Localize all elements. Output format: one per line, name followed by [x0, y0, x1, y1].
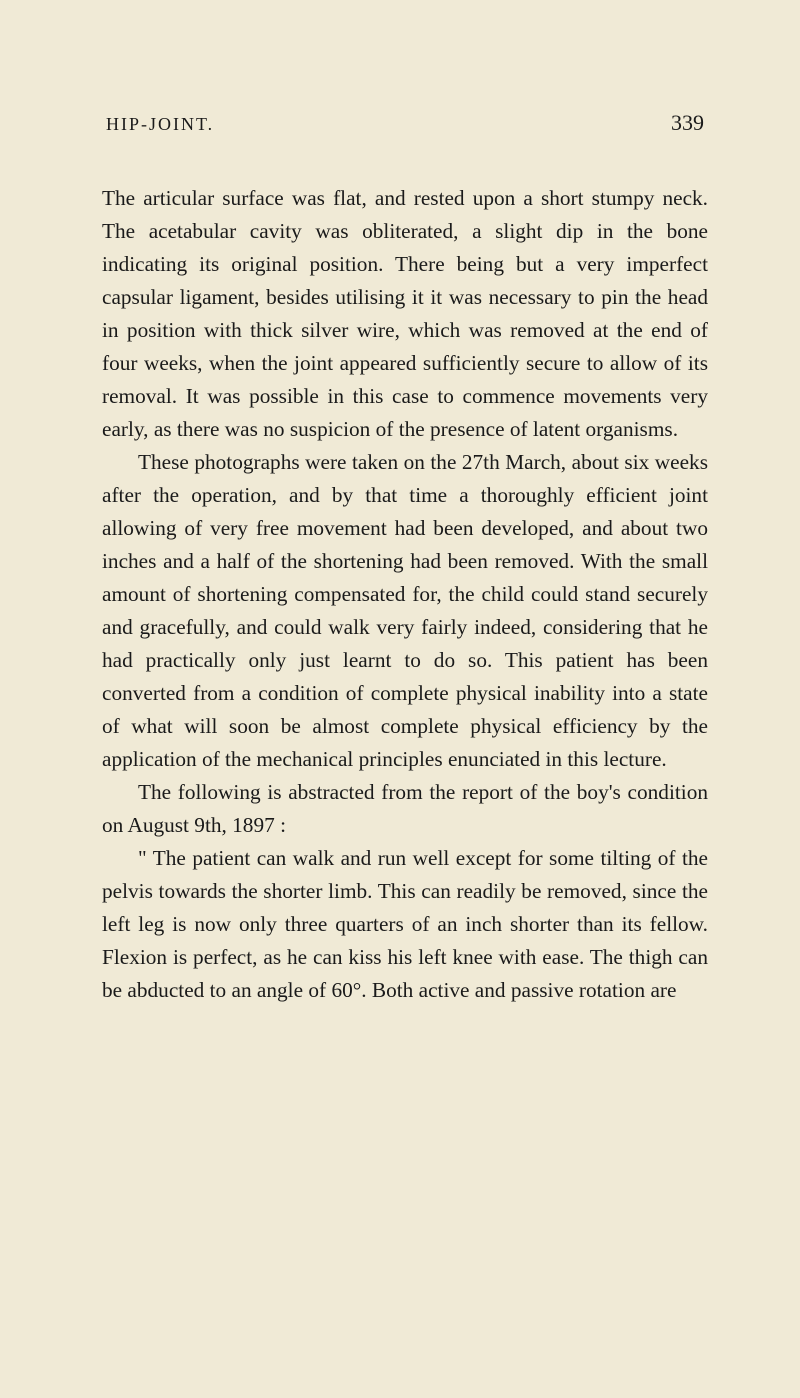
paragraph-3: The following is abstracted from the rep…	[102, 776, 708, 842]
page-number: 339	[671, 110, 704, 136]
body-text: The articular surface was flat, and rest…	[102, 182, 708, 1007]
paragraph-1: The articular surface was flat, and rest…	[102, 182, 708, 446]
header-title: HIP-JOINT.	[106, 114, 214, 135]
paragraph-2: These photographs were taken on the 27th…	[102, 446, 708, 776]
page-header: HIP-JOINT. 339	[102, 110, 708, 136]
paragraph-4: " The patient can walk and run well exce…	[102, 842, 708, 1007]
